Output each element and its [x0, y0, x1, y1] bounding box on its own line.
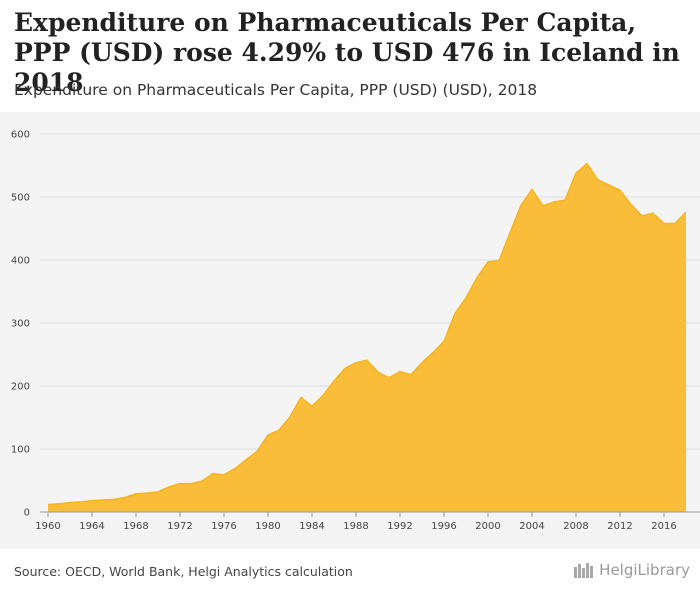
- data-point: [343, 366, 347, 370]
- x-tick-label: 2004: [519, 521, 544, 532]
- area-chart: 0 100 200 300 400 500 600 1960 1964 1968 1972 1976 1…: [11, 130, 700, 532]
- x-tick-label: 1988: [343, 521, 368, 532]
- axes: 0 100 200 300 400 500 600 1960 1964 1968 1972 1976 1…: [11, 130, 700, 532]
- data-point: [266, 433, 270, 437]
- data-point: [519, 203, 523, 207]
- x-tick-label: 1996: [431, 521, 456, 532]
- series-area: [48, 163, 686, 513]
- data-point: [541, 204, 545, 208]
- x-tick-label: 1976: [211, 521, 236, 532]
- data-point: [530, 187, 534, 191]
- data-point: [607, 183, 611, 187]
- data-point: [145, 491, 149, 495]
- data-point: [189, 482, 193, 486]
- x-tick-label: 1984: [299, 521, 324, 532]
- data-point: [387, 376, 391, 380]
- x-tick-label: 1968: [123, 521, 148, 532]
- data-point: [442, 339, 446, 343]
- data-point: [365, 358, 369, 362]
- data-point: [453, 312, 457, 316]
- data-point: [321, 393, 325, 397]
- data-point: [222, 473, 226, 477]
- data-point: [629, 203, 633, 207]
- data-point: [288, 415, 292, 419]
- data-point: [79, 500, 83, 504]
- data-point: [431, 351, 435, 355]
- data-point: [178, 482, 182, 486]
- data-point: [233, 467, 237, 471]
- data-point: [596, 178, 600, 182]
- logo-text: HelgiLibrary: [599, 561, 690, 579]
- helgi-library-logo[interactable]: HelgiLibrary: [573, 561, 690, 579]
- data-point: [200, 479, 204, 483]
- y-tick-label: 400: [11, 256, 30, 267]
- data-point: [310, 404, 314, 408]
- data-point: [563, 198, 567, 202]
- data-point: [464, 296, 468, 300]
- data-point: [475, 276, 479, 280]
- data-point: [167, 485, 171, 489]
- data-point: [662, 221, 666, 225]
- data-point: [156, 490, 160, 494]
- y-tick-label: 0: [24, 508, 30, 519]
- data-point: [574, 171, 578, 175]
- y-tick-label: 200: [11, 382, 30, 393]
- data-point: [134, 492, 138, 496]
- x-tick-label: 1992: [387, 521, 412, 532]
- data-point: [46, 502, 50, 506]
- data-point: [90, 499, 94, 503]
- source-note: Source: OECD, World Bank, Helgi Analytic…: [14, 564, 353, 579]
- y-tick-label: 300: [11, 319, 30, 330]
- data-point: [409, 373, 413, 377]
- data-point: [508, 231, 512, 235]
- data-point: [112, 497, 116, 501]
- data-point: [277, 428, 281, 432]
- x-tick-label: 1960: [35, 521, 60, 532]
- data-point: [211, 472, 215, 476]
- data-point: [354, 361, 358, 365]
- chart-area: 0 100 200 300 400 500 600 1960 1964 1968 1972 1976 1…: [0, 112, 700, 549]
- data-point: [398, 370, 402, 374]
- data-point: [123, 496, 127, 500]
- data-point: [376, 370, 380, 374]
- y-tick-label: 500: [11, 193, 30, 204]
- data-point: [101, 498, 105, 502]
- x-tick-label: 2012: [607, 521, 632, 532]
- data-point: [585, 162, 589, 166]
- data-point: [684, 210, 688, 214]
- x-tick-label: 2008: [563, 521, 588, 532]
- data-point: [673, 221, 677, 225]
- x-tick-label: 2000: [475, 521, 500, 532]
- x-tick-label: 1972: [167, 521, 192, 532]
- chart-subtitle: Expenditure on Pharmaceuticals Per Capit…: [14, 81, 538, 99]
- data-point: [618, 188, 622, 192]
- data-point: [57, 502, 61, 506]
- x-tick-label: 2016: [651, 521, 676, 532]
- data-point: [420, 361, 424, 365]
- data-point: [497, 259, 501, 263]
- data-point: [640, 214, 644, 218]
- data-point: [552, 200, 556, 204]
- y-tick-label: 600: [11, 130, 30, 141]
- y-tick-label: 100: [11, 445, 30, 456]
- data-point: [244, 458, 248, 462]
- data-point: [486, 260, 490, 264]
- series-line: [47, 162, 687, 506]
- data-point: [255, 450, 259, 454]
- library-icon: [574, 563, 594, 578]
- data-point: [299, 395, 303, 399]
- chart-title: Expenditure on Pharmaceuticals Per Capit…: [14, 8, 680, 97]
- x-tick-label: 1964: [79, 521, 104, 532]
- data-point: [651, 211, 655, 215]
- data-point: [68, 501, 72, 505]
- x-tick-label: 1980: [255, 521, 280, 532]
- data-point: [332, 379, 336, 383]
